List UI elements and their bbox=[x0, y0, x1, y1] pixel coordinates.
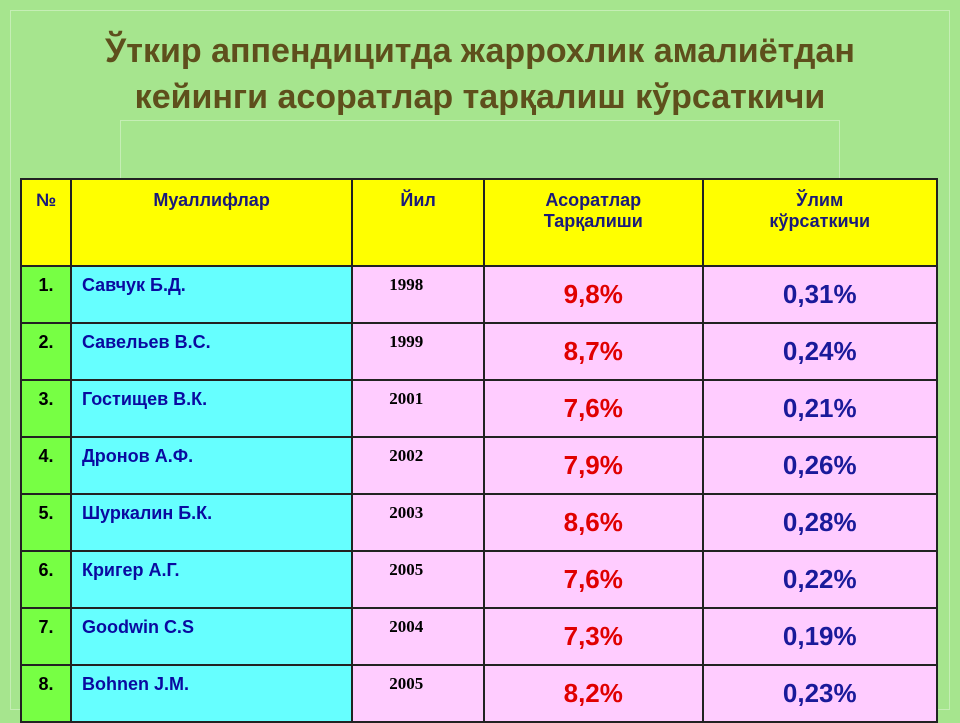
table-cell: 7,6% bbox=[483, 379, 704, 438]
table-cell: Гостищев В.К. bbox=[69, 379, 354, 438]
table-cell: 8,6% bbox=[483, 493, 704, 552]
table-row: 6. Кригер А.Г. 2005 7,6% 0,22% bbox=[20, 550, 939, 609]
header-cell: Асоратлар Тарқалиши bbox=[483, 178, 704, 267]
table-cell: 8. bbox=[20, 664, 72, 723]
table-cell: 1999 bbox=[351, 322, 485, 381]
table-cell: 0,21% bbox=[701, 379, 939, 438]
table-row: 1. Савчук Б.Д. 1998 9,8% 0,31% bbox=[20, 265, 939, 324]
table-cell: Савчук Б.Д. bbox=[69, 265, 354, 324]
title-line: кейинги асоратлар тарқалиш кўрсаткичи bbox=[134, 78, 826, 116]
table-cell: 7,6% bbox=[483, 550, 704, 609]
table-cell: 0,22% bbox=[701, 550, 939, 609]
title-line: Ўткир аппендицитда жаррохлик амалиётдан bbox=[105, 32, 855, 70]
table-cell: Дронов А.Ф. bbox=[69, 436, 354, 495]
table-cell: 8,7% bbox=[483, 322, 704, 381]
table-cell: 0,19% bbox=[701, 607, 939, 666]
title: Ўткир аппендицитда жаррохлик амалиётдан … bbox=[0, 28, 960, 120]
table-cell: 7,3% bbox=[483, 607, 704, 666]
table-cell: 2002 bbox=[351, 436, 485, 495]
table-cell: 6. bbox=[20, 550, 72, 609]
table-cell: 2001 bbox=[351, 379, 485, 438]
table-cell: 0,31% bbox=[701, 265, 939, 324]
header-cell: Йил bbox=[351, 178, 485, 267]
table-row: 2. Савельев В.С. 1999 8,7% 0,24% bbox=[20, 322, 939, 381]
table-cell: Савельев В.С. bbox=[69, 322, 354, 381]
header-cell: № bbox=[20, 178, 72, 267]
table-cell: Шуркалин Б.К. bbox=[69, 493, 354, 552]
header-cell: Муаллифлар bbox=[69, 178, 354, 267]
table-cell: 7,9% bbox=[483, 436, 704, 495]
table-cell: Goodwin C.S bbox=[69, 607, 354, 666]
table-row: 4. Дронов А.Ф. 2002 7,9% 0,26% bbox=[20, 436, 939, 495]
table-cell: 2005 bbox=[351, 550, 485, 609]
table-row: 5. Шуркалин Б.К. 2003 8,6% 0,28% bbox=[20, 493, 939, 552]
table-cell: 0,24% bbox=[701, 322, 939, 381]
table: № Муаллифлар Йил Асоратлар Тарқалиши Ўлим кў… bbox=[20, 178, 939, 723]
table-cell: 9,8% bbox=[483, 265, 704, 324]
header-row: № Муаллифлар Йил Асоратлар Тарқалиши Ўлим кў… bbox=[20, 178, 939, 267]
table-cell: 1998 bbox=[351, 265, 485, 324]
table-cell: 0,28% bbox=[701, 493, 939, 552]
table-cell: 2005 bbox=[351, 664, 485, 723]
table-cell: 2003 bbox=[351, 493, 485, 552]
table-cell: 7. bbox=[20, 607, 72, 666]
table-cell: 0,26% bbox=[701, 436, 939, 495]
table-row: 3. Гостищев В.К. 2001 7,6% 0,21% bbox=[20, 379, 939, 438]
table-cell: 5. bbox=[20, 493, 72, 552]
table-cell: 3. bbox=[20, 379, 72, 438]
table-cell: 1. bbox=[20, 265, 72, 324]
table-cell: 2. bbox=[20, 322, 72, 381]
table-cell: 2004 bbox=[351, 607, 485, 666]
table-cell: 0,23% bbox=[701, 664, 939, 723]
table-cell: 8,2% bbox=[483, 664, 704, 723]
header-cell: Ўлим кўрсаткичи bbox=[701, 178, 939, 267]
table-row: 8. Bohnen J.M. 2005 8,2% 0,23% bbox=[20, 664, 939, 723]
table-row: 7. Goodwin C.S 2004 7,3% 0,19% bbox=[20, 607, 939, 666]
table-body: 1. Савчук Б.Д. 1998 9,8% 0,31% 2. Савельев В.С… bbox=[20, 265, 939, 723]
table-cell: 4. bbox=[20, 436, 72, 495]
table-cell: Bohnen J.M. bbox=[69, 664, 354, 723]
table-cell: Кригер А.Г. bbox=[69, 550, 354, 609]
